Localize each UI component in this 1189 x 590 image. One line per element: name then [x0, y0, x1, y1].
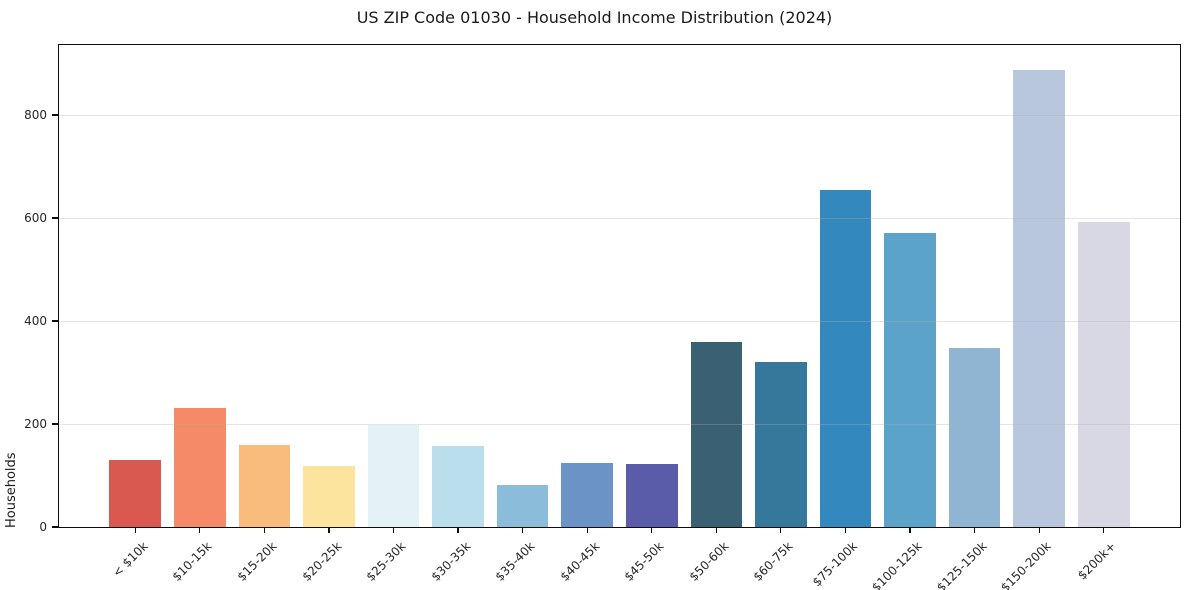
y-tick-mark-0 — [52, 526, 59, 528]
x-tick-label-13: $125-150k — [933, 539, 990, 590]
x-tick-mark-4 — [392, 527, 395, 533]
bar-50-60k — [690, 342, 743, 527]
x-tick-mark-3 — [328, 527, 330, 533]
y-tick-label-600: 600 — [24, 211, 47, 226]
x-tick-label-14: $150-200k — [998, 539, 1055, 590]
x-tick-label-9: $50-60k — [686, 539, 732, 584]
bar-25-30k — [367, 424, 420, 527]
grid-line-y400 — [59, 320, 1180, 322]
x-tick-label-10: $60-75k — [750, 539, 796, 584]
bar-40-45k — [561, 462, 614, 527]
y-tick-label-0: 0 — [39, 520, 47, 534]
x-tick-label-5: $30-35k — [428, 539, 473, 584]
x-tick-label-11: $75-100k — [810, 539, 861, 590]
y-tick-label-400: 400 — [24, 314, 47, 329]
x-tick-mark-9 — [715, 527, 717, 533]
bar-10-15k — [174, 408, 226, 527]
bar-30-35k — [432, 445, 484, 527]
x-tick-label-6: $35-40k — [492, 539, 538, 584]
bar-35-40k — [496, 484, 549, 527]
x-tick-mark-8 — [651, 527, 653, 533]
x-tick-label-7: $40-45k — [557, 539, 603, 584]
x-tick-label-15: $200k+ — [1075, 539, 1119, 583]
grid-line-y200 — [59, 423, 1180, 425]
y-tick-mark-200 — [52, 423, 59, 425]
x-tick-mark-10 — [780, 527, 782, 533]
x-tick-label-2: $15-20k — [234, 539, 280, 584]
bar-100-125k — [884, 233, 936, 527]
x-tick-mark-6 — [522, 527, 524, 533]
x-tick-label-8: $45-50k — [621, 539, 667, 584]
bar-200k — [1077, 221, 1130, 527]
bar-15-20k — [238, 444, 291, 527]
y-tick-mark-400 — [52, 320, 59, 322]
bar-20-25k — [303, 465, 355, 527]
bar-75-100k — [819, 190, 872, 527]
x-tick-mark-15 — [1103, 527, 1105, 533]
bar-125-150k — [948, 348, 1001, 527]
y-tick-label-200: 200 — [24, 417, 47, 432]
x-tick-mark-14 — [1038, 527, 1040, 533]
x-tick-mark-13 — [973, 527, 976, 533]
x-tick-label-12: $100-125k — [869, 539, 925, 590]
y-tick-label-800: 800 — [24, 108, 47, 123]
plot-area: 0 200 400 600 800 < $10k $10-15k $15-20k $20-25k… — [24, 44, 1181, 590]
chart-title: US ZIP Code 01030 - Household Income Dis… — [356, 8, 833, 27]
x-tick-mark-0 — [134, 527, 136, 533]
grid-line-y800 — [59, 114, 1180, 116]
x-tick-mark-11 — [844, 527, 847, 533]
x-tick-label-3: $20-25k — [299, 539, 344, 584]
x-tick-mark-1 — [199, 527, 201, 533]
x-tick-mark-5 — [457, 527, 459, 533]
x-tick-label-0: < $10k — [109, 539, 151, 580]
y-axis-label: Households — [4, 452, 19, 528]
y-tick-mark-800 — [52, 114, 59, 116]
bar-60-75k — [755, 362, 807, 527]
x-tick-label-1: $10-15k — [169, 539, 215, 584]
grid-line-y600 — [59, 217, 1180, 219]
bar-45-50k — [625, 463, 678, 527]
x-tick-mark-12 — [909, 527, 911, 533]
x-tick-mark-2 — [263, 527, 265, 533]
y-tick-mark-600 — [52, 217, 59, 219]
bar-150-200k — [1013, 69, 1065, 527]
x-tick-mark-7 — [586, 527, 588, 533]
bar-10k — [109, 459, 162, 527]
x-tick-label-4: $25-30k — [363, 539, 409, 584]
